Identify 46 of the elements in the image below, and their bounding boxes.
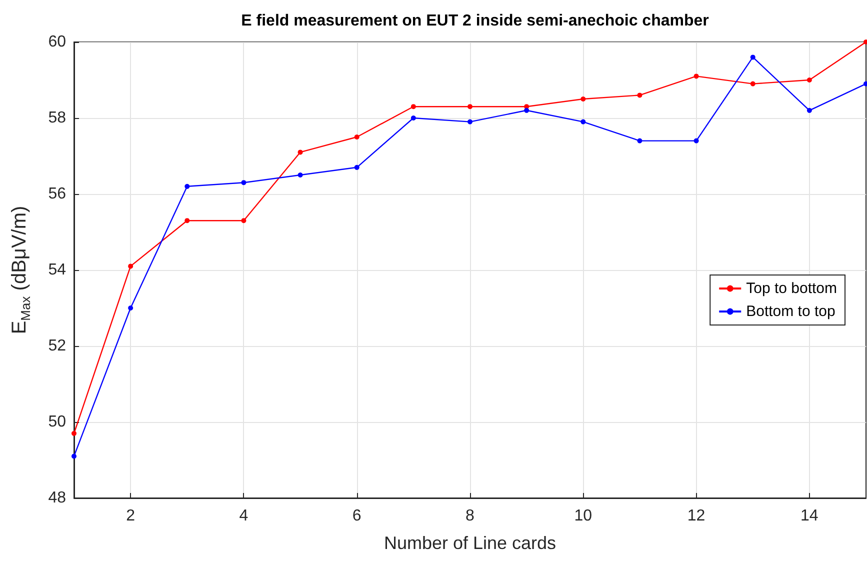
point [72,454,76,459]
point [410,116,416,120]
point [524,108,530,113]
point [241,218,246,224]
point [694,138,699,144]
point [354,134,360,140]
point [128,264,134,269]
y-tick-label: 56 [48,186,66,202]
point [637,92,642,98]
y-axis-title: EMax (dBμV/m) [8,206,33,334]
y-tick-label: 60 [48,34,66,50]
point [806,108,812,113]
point [298,150,303,155]
point [750,54,756,60]
x-tick-label: 2 [126,508,136,524]
point [468,104,472,110]
x-tick-label: 8 [466,508,475,524]
point [354,164,360,170]
point [72,430,76,436]
legend-label: Bottom to top [746,303,836,320]
point [468,119,472,124]
y-tick-label: 50 [48,414,66,430]
point [637,138,642,144]
x-tick-label: 12 [687,508,706,524]
y-tick-label: 52 [48,338,66,354]
x-axis-title: Number of Line cards [384,533,556,553]
point [184,184,190,189]
x-tick-label: 14 [800,508,818,524]
y-tick-label: 58 [48,110,66,126]
chart-title: E field measurement on EUT 2 inside semi-anechoic chamber [241,12,709,30]
point [694,74,699,79]
x-tick-label: 6 [352,508,362,524]
legend-label: Top to bottom [746,280,838,297]
y-tick-label: 48 [48,490,66,506]
point [750,81,756,86]
point [128,306,134,310]
x-tick-label: 10 [574,508,592,524]
point [241,180,246,186]
point [298,172,303,178]
point [184,218,190,224]
point [580,96,586,102]
point [580,119,586,124]
x-tick-label: 4 [239,508,248,524]
y-tick-label: 54 [48,262,66,278]
point [410,104,416,110]
point [806,78,812,82]
